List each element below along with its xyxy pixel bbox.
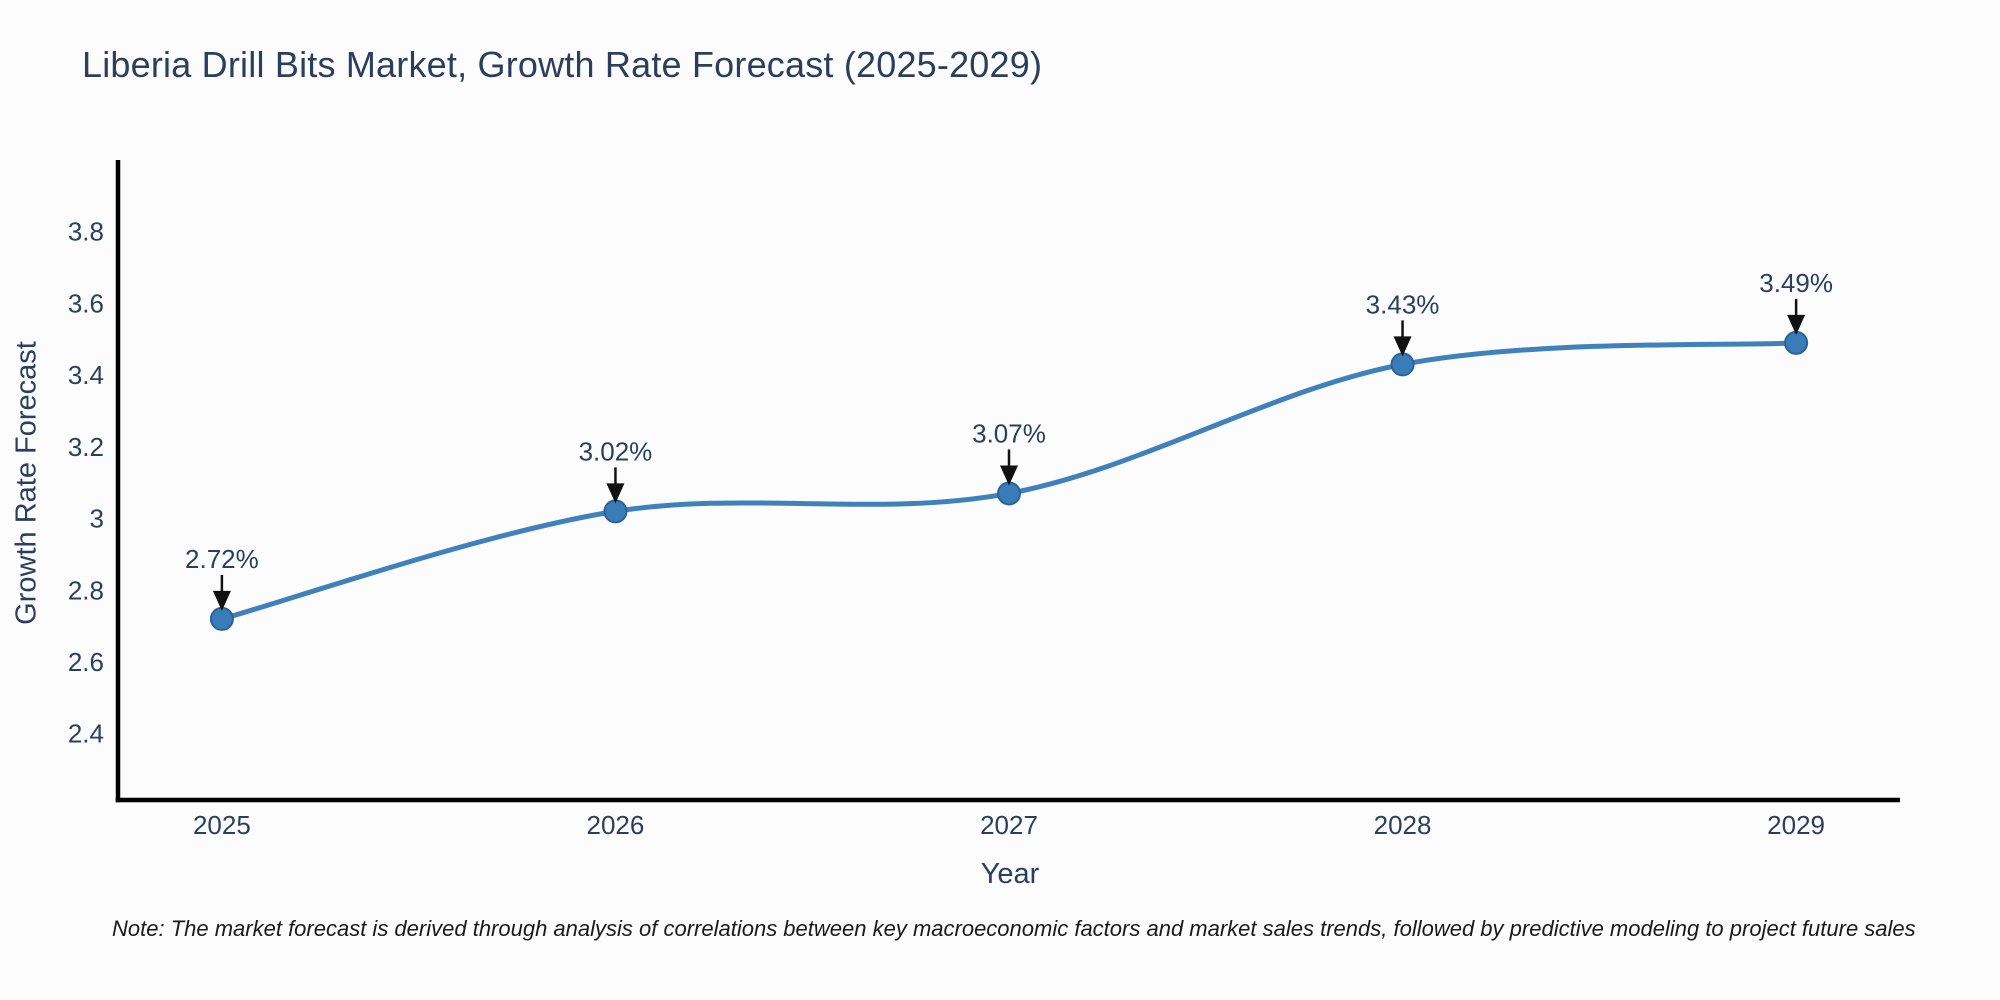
x-axis-title: Year	[980, 858, 1040, 890]
y-tick-label: 2.4	[68, 719, 104, 749]
footnote: Note: The market forecast is derived thr…	[112, 916, 1916, 941]
data-point	[209, 606, 234, 631]
point-value-label: 3.49%	[1759, 268, 1833, 298]
annotation-arrowhead	[212, 590, 231, 611]
annotation-arrowhead	[1393, 336, 1412, 357]
x-tick-label: 2029	[1767, 810, 1825, 840]
x-tick-label: 2028	[1374, 810, 1432, 840]
x-tick-label: 2026	[587, 810, 645, 840]
chart-title: Liberia Drill Bits Market, Growth Rate F…	[82, 44, 1043, 85]
point-value-label: 3.07%	[972, 418, 1046, 448]
x-tick-label: 2025	[193, 810, 251, 840]
x-tick-label: 2027	[980, 810, 1038, 840]
y-tick-label: 3	[90, 504, 104, 534]
y-tick-label: 3.4	[68, 360, 104, 390]
data-point	[1784, 330, 1809, 355]
annotation-arrowhead	[1000, 465, 1018, 486]
point-value-label: 3.43%	[1366, 289, 1440, 319]
y-axis-title: Growth Rate Forecast	[10, 341, 43, 625]
data-point	[1390, 352, 1415, 377]
annotation-arrowhead	[606, 483, 625, 504]
data-point	[997, 481, 1021, 506]
y-tick-label: 3.6	[68, 288, 104, 318]
point-value-label: 3.02%	[579, 436, 653, 466]
point-value-label: 2.72%	[185, 544, 259, 574]
y-tick-label: 2.6	[68, 647, 104, 677]
annotation-arrowhead	[1787, 314, 1806, 335]
y-tick-label: 3.8	[68, 217, 104, 247]
data-point	[603, 499, 628, 524]
y-tick-label: 3.2	[68, 432, 104, 462]
y-tick-label: 2.8	[68, 575, 104, 605]
